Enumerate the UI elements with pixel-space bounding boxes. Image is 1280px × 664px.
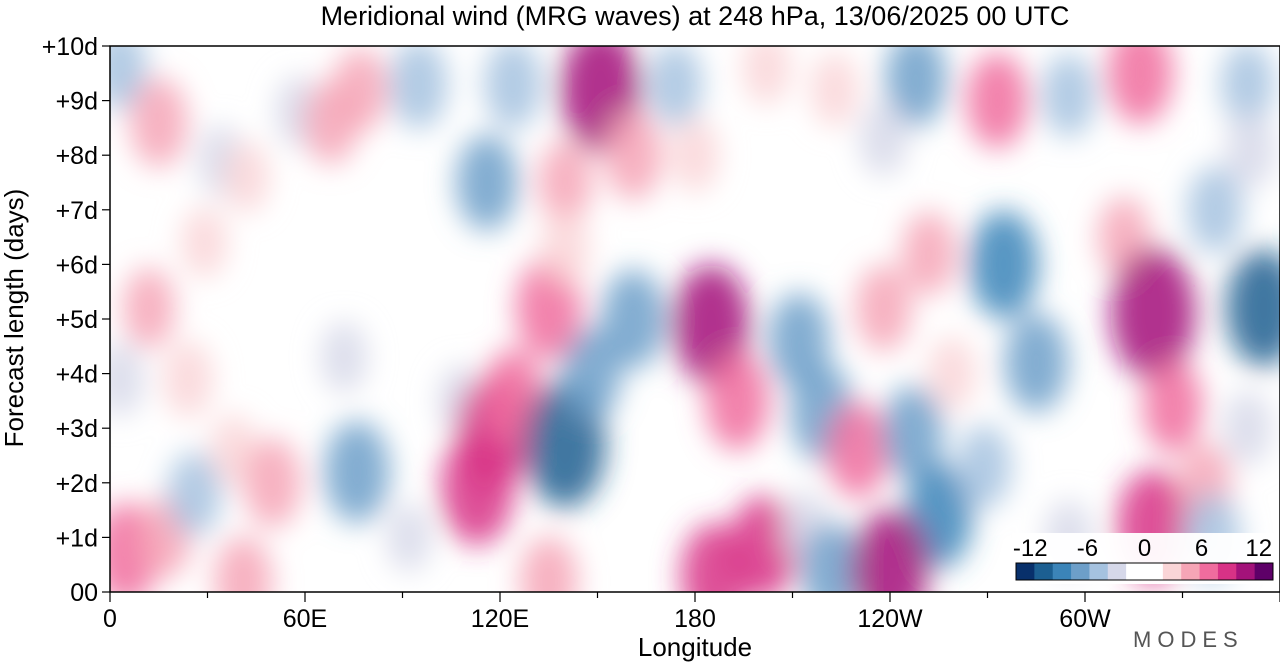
colorbar-label: -6: [1077, 535, 1098, 562]
wind-anomaly-61: [927, 336, 976, 411]
wind-anomaly-18: [885, 46, 947, 127]
colorbar-swatch: [1071, 563, 1090, 580]
x-tick-label: 120W: [857, 605, 923, 633]
wind-anomaly-26: [163, 340, 213, 418]
wind-anomaly-9: [484, 46, 542, 130]
x-tick-label: 180: [674, 605, 716, 633]
y-tick-label: +1d: [56, 524, 98, 552]
colorbar-swatch: [1181, 563, 1201, 580]
wind-anomaly-58: [881, 385, 944, 482]
y-tick-label: +4d: [56, 361, 98, 389]
wind-anomaly-35: [321, 321, 367, 393]
colorbar-swatch: [1162, 563, 1182, 580]
wind-anomaly-8: [389, 46, 448, 130]
y-tick-label: +6d: [56, 251, 98, 279]
wind-anomaly-17: [810, 52, 859, 127]
y-tick-label: +2d: [56, 470, 98, 498]
colorbar-label: 6: [1195, 535, 1208, 562]
x-tick-label: 120E: [471, 605, 529, 633]
wind-anomaly-43: [601, 269, 666, 369]
y-tick-label: +8d: [56, 142, 98, 170]
wind-anomaly-63: [1004, 313, 1069, 413]
wind-anomaly-42: [561, 327, 621, 421]
wind-anomaly-14: [648, 46, 703, 127]
x-tick-label: 60E: [283, 605, 327, 633]
y-axis-title: Forecast length (days): [0, 189, 29, 448]
wind-anomaly-37: [387, 503, 431, 572]
wind-anomaly-1: [129, 77, 188, 168]
y-tick-label: 00: [70, 579, 98, 607]
wind-anomaly-27: [110, 341, 144, 417]
x-axis: 0 60E 120E 180 120W 60W: [103, 592, 1280, 633]
wind-anomaly-24: [1225, 110, 1276, 189]
colorbar-swatch: [1126, 563, 1145, 580]
y-tick-label: +9d: [56, 88, 98, 116]
wind-anomaly-21: [1041, 53, 1096, 137]
x-axis-title: Longitude: [638, 632, 752, 662]
wind-anomaly-30: [167, 451, 222, 536]
wind-anomaly-31: [210, 414, 257, 486]
y-tick-label: +10d: [42, 33, 98, 61]
colorbar-swatch: [1236, 563, 1256, 580]
colorbar-swatch: [1144, 563, 1164, 580]
wind-anomaly-72: [1225, 249, 1280, 367]
colorbar-swatch: [1217, 563, 1237, 580]
colorbar-swatch: [1254, 563, 1274, 580]
wind-anomaly-20: [966, 52, 1029, 149]
colorbar-label: 12: [1245, 535, 1272, 562]
chart-title: Meridional wind (MRG waves) at 248 hPa, …: [321, 1, 1070, 31]
wind-anomaly-13: [604, 110, 663, 201]
wind-anomaly-32: [214, 536, 273, 592]
wind-anomaly-46: [519, 536, 578, 592]
wind-anomaly-50: [680, 522, 749, 592]
x-tick-label: 0: [103, 605, 117, 633]
wind-anomaly-7: [333, 47, 388, 132]
wind-anomaly-57: [902, 211, 956, 296]
brand-logo: MODES: [1133, 627, 1244, 652]
wind-anomaly-71: [1187, 166, 1243, 254]
wind-anomaly-33: [243, 437, 302, 528]
wind-anomaly-56: [855, 264, 912, 352]
wind-anomaly-22: [1107, 46, 1174, 125]
wind-anomaly-10: [456, 134, 518, 231]
colorbar-label: -12: [1013, 535, 1048, 562]
colorbar-frame: [1015, 562, 1274, 581]
colorbar-label: 0: [1138, 535, 1151, 562]
y-tick-label: +3d: [56, 415, 98, 443]
colorbar-swatch: [1016, 563, 1035, 580]
wind-anomaly-67: [1110, 247, 1196, 381]
colorbar-swatch: [1107, 563, 1127, 580]
x-tick-label: 60W: [1059, 605, 1111, 633]
wind-anomaly-48: [705, 351, 770, 451]
wind-anomaly-54: [800, 522, 863, 592]
wind-anomaly-60: [851, 509, 929, 592]
wind-anomaly-45: [541, 210, 589, 286]
wind-anomaly-73: [1223, 390, 1272, 466]
wind-anomaly-55: [826, 402, 889, 499]
y-axis: 00 +1d +2d +3d +4d +5d +6d +7d +8d +9d +10d: [42, 33, 110, 607]
colorbar-swatch: [1089, 563, 1109, 580]
colorbar-swatch: [1052, 563, 1072, 580]
y-tick-label: +7d: [56, 197, 98, 225]
wind-anomaly-19: [859, 101, 908, 177]
wind-anomaly-23: [1220, 46, 1275, 127]
colorbar-swatch: [1034, 563, 1054, 580]
wind-anomaly-4: [223, 141, 270, 213]
wind-anomaly-3: [181, 206, 228, 279]
y-tick-label: +5d: [56, 306, 98, 334]
wind-anomaly-16: [742, 46, 791, 106]
wind-anomaly-62: [968, 210, 1039, 319]
wind-anomaly-25: [123, 267, 175, 349]
wind-anomaly-11: [538, 140, 592, 225]
wind-anomaly-64: [957, 424, 1012, 509]
colorbar-swatch: [1199, 563, 1219, 580]
wind-anomaly-34: [324, 420, 390, 523]
wind-anomaly-15: [671, 117, 719, 193]
wind-anomaly-68: [1142, 359, 1203, 453]
colorbar: -12 -6 0 6 12: [1012, 533, 1277, 584]
